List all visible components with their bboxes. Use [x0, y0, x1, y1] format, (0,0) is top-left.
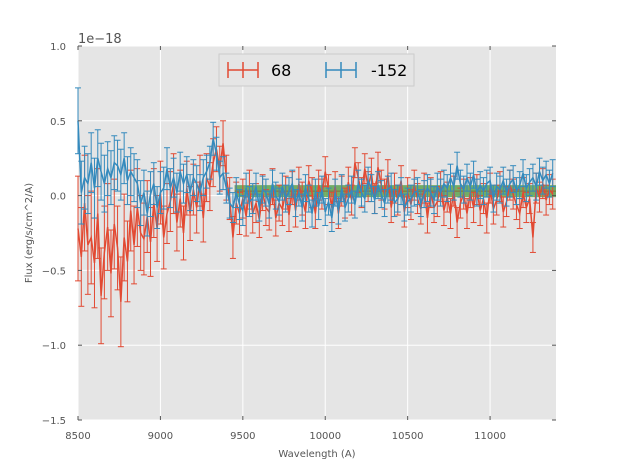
y-tick-label: 0.0 [50, 192, 66, 203]
y-tick-label: 0.5 [50, 117, 66, 128]
series-layer [75, 87, 556, 348]
x-axis-ticks: 8500 9000 9500 10000 10500 11000 [65, 46, 506, 442]
series--152 [75, 87, 556, 237]
plot-area [78, 46, 556, 420]
series-line--152 [77, 120, 554, 219]
y-axis-ticks: −1.5 −1.0 −0.5 0.0 0.5 1.0 [42, 42, 556, 427]
y-tick-label: −0.5 [42, 266, 66, 277]
x-tick-label: 10500 [392, 431, 424, 442]
legend-label-68: 68 [271, 61, 291, 80]
y-tick-label: −1.5 [42, 416, 66, 427]
x-tick-label: 9500 [230, 431, 255, 442]
x-tick-label: 10000 [309, 431, 341, 442]
legend-item-68: 68 [227, 61, 291, 80]
grid-lines [77, 45, 556, 421]
x-tick-label: 9000 [148, 431, 173, 442]
legend: 68 -152 [218, 53, 415, 87]
legend-label-minus-152: -152 [371, 61, 407, 80]
y-tick-label: 1.0 [50, 42, 66, 53]
x-axis-label: Wavelength (A) [278, 449, 355, 460]
y-tick-label: −1.0 [42, 341, 66, 352]
y-axis-label: Flux (erg/s/cm^2/A) [24, 183, 35, 283]
x-tick-label: 8500 [65, 431, 90, 442]
offset-label: 1e−18 [78, 32, 122, 47]
legend-item-minus-152: -152 [325, 61, 407, 80]
x-tick-label: 11000 [474, 431, 506, 442]
